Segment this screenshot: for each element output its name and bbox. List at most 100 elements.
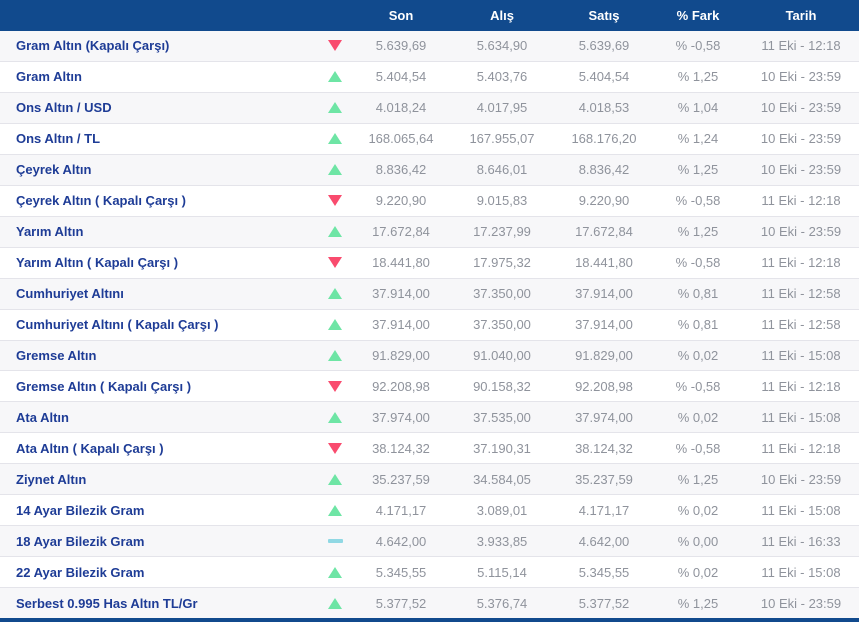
satis-value: 37.974,00: [555, 410, 653, 425]
fark-value: % 0,81: [653, 286, 743, 301]
instrument-name[interactable]: Çeyrek Altın ( Kapalı Çarşı ): [0, 193, 317, 208]
table-row[interactable]: Ata Altın 37.974,00 37.535,00 37.974,00 …: [0, 401, 859, 432]
alis-value: 5.634,90: [449, 38, 555, 53]
alis-value: 37.535,00: [449, 410, 555, 425]
fark-value: % 1,25: [653, 596, 743, 611]
instrument-name[interactable]: Serbest 0.995 Has Altın TL/Gr: [0, 596, 317, 611]
alis-value: 90.158,32: [449, 379, 555, 394]
son-value: 91.829,00: [353, 348, 449, 363]
instrument-name[interactable]: Gremse Altın ( Kapalı Çarşı ): [0, 379, 317, 394]
tarih-value: 11 Eki - 12:18: [743, 379, 859, 394]
fark-value: % 1,04: [653, 100, 743, 115]
table-row[interactable]: Çeyrek Altın ( Kapalı Çarşı ) 9.220,90 9…: [0, 185, 859, 216]
instrument-name[interactable]: Ons Altın / USD: [0, 100, 317, 115]
satis-value: 4.642,00: [555, 534, 653, 549]
table-row[interactable]: Serbest 0.995 Has Altın TL/Gr 5.377,52 5…: [0, 587, 859, 618]
alis-value: 5.376,74: [449, 596, 555, 611]
instrument-name[interactable]: 18 Ayar Bilezik Gram: [0, 534, 317, 549]
table-row[interactable]: Ata Altın ( Kapalı Çarşı ) 38.124,32 37.…: [0, 432, 859, 463]
instrument-name[interactable]: Ata Altın: [0, 410, 317, 425]
table-row[interactable]: Ons Altın / USD 4.018,24 4.017,95 4.018,…: [0, 92, 859, 123]
instrument-name[interactable]: Gremse Altın: [0, 348, 317, 363]
fark-value: % -0,58: [653, 193, 743, 208]
instrument-name[interactable]: Cumhuriyet Altını ( Kapalı Çarşı ): [0, 317, 317, 332]
son-value: 168.065,64: [353, 131, 449, 146]
son-value: 5.404,54: [353, 69, 449, 84]
table-row[interactable]: Gram Altın 5.404,54 5.403,76 5.404,54 % …: [0, 61, 859, 92]
instrument-name[interactable]: Cumhuriyet Altını: [0, 286, 317, 301]
gold-prices-table: Son Alış Satış % Fark Tarih Gram Altın (…: [0, 0, 859, 622]
instrument-name[interactable]: Yarım Altın: [0, 224, 317, 239]
trend-up-icon: [328, 102, 342, 113]
trend-up-icon: [328, 474, 342, 485]
instrument-name[interactable]: Çeyrek Altın: [0, 162, 317, 177]
son-value: 37.974,00: [353, 410, 449, 425]
son-value: 4.642,00: [353, 534, 449, 549]
alis-value: 17.975,32: [449, 255, 555, 270]
table-row[interactable]: Ziynet Altın 35.237,59 34.584,05 35.237,…: [0, 463, 859, 494]
fark-value: % -0,58: [653, 255, 743, 270]
tarih-value: 10 Eki - 23:59: [743, 472, 859, 487]
fark-value: % -0,58: [653, 379, 743, 394]
table-row[interactable]: Gram Altın (Kapalı Çarşı) 5.639,69 5.634…: [0, 31, 859, 61]
table-body: Gram Altın (Kapalı Çarşı) 5.639,69 5.634…: [0, 31, 859, 618]
table-row[interactable]: Cumhuriyet Altını ( Kapalı Çarşı ) 37.91…: [0, 309, 859, 340]
fark-value: % 0,00: [653, 534, 743, 549]
trend-down-icon: [328, 40, 342, 51]
satis-value: 37.914,00: [555, 317, 653, 332]
tarih-value: 11 Eki - 12:58: [743, 286, 859, 301]
trend-up-icon: [328, 350, 342, 361]
tarih-value: 10 Eki - 23:59: [743, 162, 859, 177]
fark-value: % -0,58: [653, 441, 743, 456]
trend-up-icon: [328, 133, 342, 144]
tarih-value: 10 Eki - 23:59: [743, 596, 859, 611]
alis-value: 5.403,76: [449, 69, 555, 84]
instrument-name[interactable]: Ons Altın / TL: [0, 131, 317, 146]
instrument-name[interactable]: Ziynet Altın: [0, 472, 317, 487]
alis-value: 37.350,00: [449, 286, 555, 301]
fark-value: % 1,25: [653, 224, 743, 239]
header-fark: % Fark: [653, 8, 743, 23]
table-row[interactable]: Gremse Altın ( Kapalı Çarşı ) 92.208,98 …: [0, 370, 859, 401]
table-row[interactable]: Yarım Altın 17.672,84 17.237,99 17.672,8…: [0, 216, 859, 247]
table-row[interactable]: Çeyrek Altın 8.836,42 8.646,01 8.836,42 …: [0, 154, 859, 185]
table-header: Son Alış Satış % Fark Tarih: [0, 0, 859, 31]
alis-value: 4.017,95: [449, 100, 555, 115]
fark-value: % 0,02: [653, 503, 743, 518]
table-row[interactable]: 18 Ayar Bilezik Gram 4.642,00 3.933,85 4…: [0, 525, 859, 556]
tarih-value: 10 Eki - 23:59: [743, 131, 859, 146]
trend-up-icon: [328, 319, 342, 330]
fark-value: % 1,24: [653, 131, 743, 146]
alis-value: 167.955,07: [449, 131, 555, 146]
trend-flat-icon: [328, 539, 343, 543]
son-value: 92.208,98: [353, 379, 449, 394]
tarih-value: 11 Eki - 12:18: [743, 38, 859, 53]
fark-value: % 1,25: [653, 69, 743, 84]
satis-value: 17.672,84: [555, 224, 653, 239]
tarih-value: 11 Eki - 16:33: [743, 534, 859, 549]
son-value: 5.377,52: [353, 596, 449, 611]
table-row[interactable]: 14 Ayar Bilezik Gram 4.171,17 3.089,01 4…: [0, 494, 859, 525]
instrument-name[interactable]: Gram Altın (Kapalı Çarşı): [0, 38, 317, 53]
satis-value: 5.345,55: [555, 565, 653, 580]
son-value: 37.914,00: [353, 317, 449, 332]
table-row[interactable]: Gremse Altın 91.829,00 91.040,00 91.829,…: [0, 340, 859, 371]
alis-value: 37.190,31: [449, 441, 555, 456]
instrument-name[interactable]: Gram Altın: [0, 69, 317, 84]
instrument-name[interactable]: 22 Ayar Bilezik Gram: [0, 565, 317, 580]
fark-value: % 0,81: [653, 317, 743, 332]
trend-up-icon: [328, 288, 342, 299]
trend-down-icon: [328, 195, 342, 206]
satis-value: 8.836,42: [555, 162, 653, 177]
alis-value: 8.646,01: [449, 162, 555, 177]
tarih-value: 11 Eki - 12:58: [743, 317, 859, 332]
table-row[interactable]: Yarım Altın ( Kapalı Çarşı ) 18.441,80 1…: [0, 247, 859, 278]
table-row[interactable]: Cumhuriyet Altını 37.914,00 37.350,00 37…: [0, 278, 859, 309]
instrument-name[interactable]: Ata Altın ( Kapalı Çarşı ): [0, 441, 317, 456]
satis-value: 92.208,98: [555, 379, 653, 394]
satis-value: 5.639,69: [555, 38, 653, 53]
table-row[interactable]: Ons Altın / TL 168.065,64 167.955,07 168…: [0, 123, 859, 154]
instrument-name[interactable]: 14 Ayar Bilezik Gram: [0, 503, 317, 518]
instrument-name[interactable]: Yarım Altın ( Kapalı Çarşı ): [0, 255, 317, 270]
table-row[interactable]: 22 Ayar Bilezik Gram 5.345,55 5.115,14 5…: [0, 556, 859, 587]
